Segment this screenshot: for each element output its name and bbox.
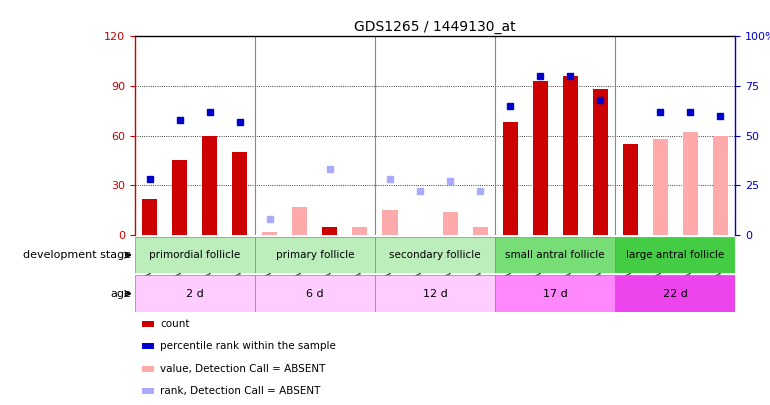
Text: development stage: development stage	[23, 250, 131, 260]
Bar	[503, 122, 517, 235]
Text: 6 d: 6 d	[306, 289, 323, 298]
Text: 17 d: 17 d	[543, 289, 567, 298]
Bar	[593, 90, 608, 235]
Bar	[563, 76, 578, 235]
Bar	[615, 275, 735, 312]
Title: GDS1265 / 1449130_at: GDS1265 / 1449130_at	[354, 20, 516, 34]
Text: large antral follicle: large antral follicle	[626, 250, 725, 260]
Bar	[615, 237, 735, 273]
Bar	[375, 237, 495, 273]
Text: percentile rank within the sample: percentile rank within the sample	[160, 341, 336, 351]
Bar	[375, 275, 495, 312]
Text: 22 d: 22 d	[663, 289, 688, 298]
Bar	[293, 207, 307, 235]
Bar	[135, 237, 255, 273]
Bar	[653, 139, 668, 235]
Text: 2 d: 2 d	[186, 289, 204, 298]
Text: value, Detection Call = ABSENT: value, Detection Call = ABSENT	[160, 364, 326, 373]
Bar	[443, 212, 457, 235]
Bar	[683, 132, 698, 235]
Bar	[233, 152, 247, 235]
Text: age: age	[110, 289, 131, 298]
Bar	[473, 227, 487, 235]
Bar	[263, 232, 277, 235]
Bar	[495, 237, 615, 273]
Bar	[172, 160, 187, 235]
Text: 12 d: 12 d	[423, 289, 447, 298]
Text: count: count	[160, 319, 189, 329]
Bar	[323, 227, 337, 235]
Bar	[353, 227, 367, 235]
Bar	[495, 275, 615, 312]
Text: small antral follicle: small antral follicle	[505, 250, 605, 260]
Bar	[255, 237, 375, 273]
Text: primary follicle: primary follicle	[276, 250, 354, 260]
Bar	[255, 275, 375, 312]
Text: secondary follicle: secondary follicle	[390, 250, 480, 260]
Bar	[142, 198, 157, 235]
Text: primordial follicle: primordial follicle	[149, 250, 240, 260]
Bar	[623, 144, 638, 235]
Bar	[713, 136, 728, 235]
Bar	[383, 210, 397, 235]
Text: rank, Detection Call = ABSENT: rank, Detection Call = ABSENT	[160, 386, 320, 396]
Bar	[135, 275, 255, 312]
Bar	[203, 136, 217, 235]
Bar	[533, 81, 547, 235]
